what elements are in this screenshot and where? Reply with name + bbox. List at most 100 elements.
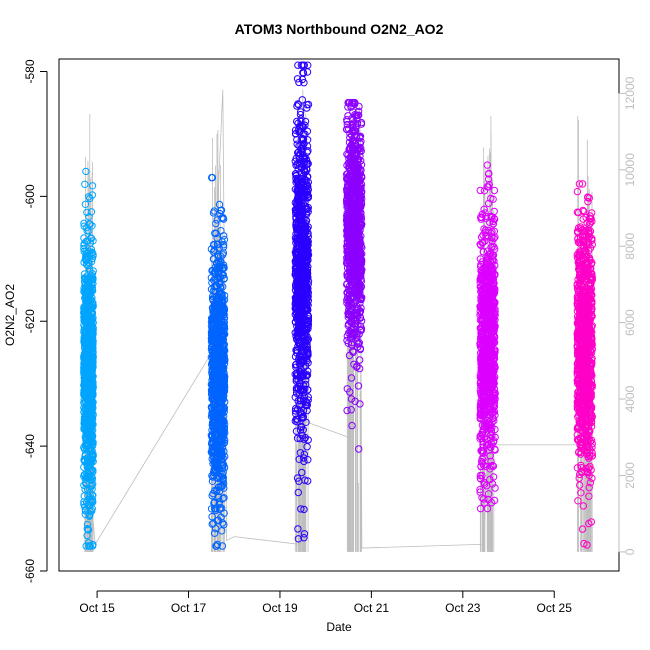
data-point (80, 303, 88, 311)
data-point (207, 245, 216, 253)
data-point (212, 390, 220, 398)
data-point (297, 505, 305, 513)
data-point (216, 448, 225, 456)
data-point (220, 360, 229, 368)
data-point (485, 199, 493, 208)
data-point (80, 234, 88, 242)
chart-title: ATOM3 Northbound O2N2_AO2 (235, 21, 444, 37)
data-point (580, 539, 588, 548)
data-point (348, 338, 356, 347)
data-point (490, 354, 498, 362)
data-point (355, 283, 363, 291)
data-point (220, 318, 228, 326)
data-point (482, 231, 490, 240)
data-point (351, 131, 359, 139)
data-point (292, 377, 300, 385)
data-point (212, 361, 220, 369)
data-point (88, 182, 97, 190)
data-point (303, 406, 311, 415)
data-point (300, 393, 308, 401)
data-point (479, 425, 487, 434)
data-point (85, 393, 93, 401)
data-point (86, 194, 94, 203)
data-point (210, 301, 219, 309)
data-point (297, 372, 305, 381)
data-point (80, 492, 88, 500)
data-point (577, 489, 585, 497)
data-point (304, 61, 312, 69)
data-point (486, 277, 494, 286)
data-point (573, 187, 582, 196)
data-point (353, 343, 362, 351)
data-point (292, 389, 301, 397)
data-point (303, 306, 311, 314)
data-point (480, 298, 488, 306)
data-point (301, 243, 310, 251)
data-point (292, 251, 300, 259)
data-point (292, 154, 300, 163)
data-point (217, 252, 225, 260)
data-point (88, 352, 96, 361)
data-point (299, 69, 308, 77)
data-point (355, 102, 363, 111)
data-point (299, 192, 308, 200)
data-point (293, 140, 301, 148)
data-point (297, 272, 305, 280)
data-point (208, 278, 216, 287)
data-point (489, 220, 497, 228)
data-point (83, 376, 92, 385)
data-point (218, 435, 226, 443)
data-point (220, 303, 228, 311)
data-point (488, 480, 497, 488)
data-point (303, 401, 311, 409)
data-point (343, 187, 351, 195)
data-point (488, 213, 496, 221)
data-point (298, 370, 306, 379)
data-point (304, 477, 312, 485)
data-point (89, 275, 97, 283)
data-point (215, 413, 223, 421)
data-point (478, 210, 487, 219)
data-point (302, 282, 311, 290)
data-point (297, 310, 305, 318)
data-point (218, 461, 227, 470)
data-point (481, 316, 489, 324)
data-point (294, 336, 302, 344)
data-point (303, 136, 312, 144)
data-point (476, 240, 484, 248)
data-point (303, 317, 311, 325)
data-point (350, 171, 358, 179)
data-point (347, 406, 355, 414)
data-point (300, 534, 308, 542)
data-point (291, 407, 300, 415)
data-point (353, 144, 362, 153)
data-point (477, 215, 485, 223)
data-point (344, 248, 352, 256)
data-point (490, 374, 498, 383)
data-point (296, 110, 305, 119)
data-point (481, 400, 490, 409)
data-point (586, 479, 595, 487)
data-point (343, 406, 351, 415)
data-point (220, 404, 229, 412)
data-point (218, 481, 226, 489)
data-point (297, 115, 305, 123)
data-point (347, 149, 355, 157)
data-point (300, 381, 308, 390)
data-point (300, 261, 308, 269)
data-point (480, 480, 489, 488)
data-point (483, 352, 491, 361)
data-point (479, 411, 487, 419)
data-point (490, 324, 499, 333)
data-point (89, 452, 97, 460)
data-point (347, 326, 355, 334)
secondary-series (83, 89, 593, 552)
data-point (215, 493, 223, 501)
data-point (303, 166, 311, 174)
data-point (345, 252, 353, 260)
data-point (489, 473, 498, 481)
plot-frame (58, 58, 620, 572)
data-point (83, 525, 92, 533)
data-point (479, 248, 488, 256)
data-point (298, 147, 306, 155)
